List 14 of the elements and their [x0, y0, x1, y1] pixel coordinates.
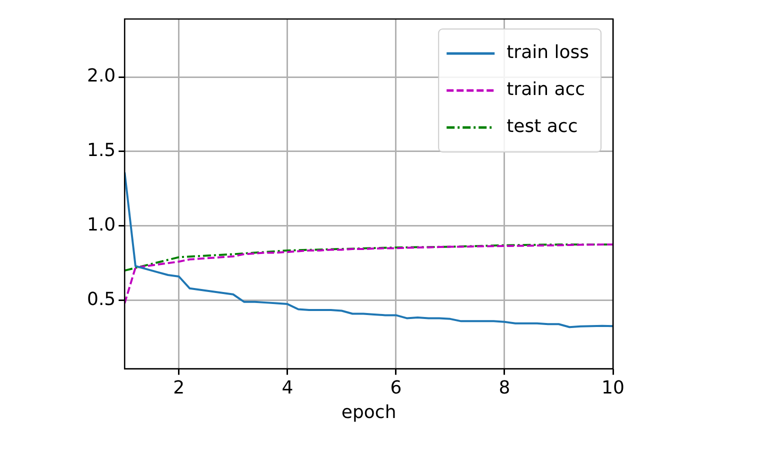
x-tick-label: 2	[173, 377, 185, 398]
y-tick-label: 0.5	[86, 289, 116, 310]
legend-label: train loss	[506, 42, 589, 64]
x-tick-label: 8	[498, 377, 510, 398]
x-axis-title: epoch	[341, 402, 396, 423]
x-tick-label: 10	[602, 377, 624, 398]
x-tick-label: 6	[390, 377, 402, 398]
legend-label: test acc	[506, 116, 578, 138]
x-tick-label: 4	[282, 377, 294, 398]
legend-label: train acc	[506, 79, 586, 100]
y-tick-label: 2.0	[86, 66, 116, 87]
line-series	[124, 244, 613, 304]
y-tick-label: 1.5	[86, 140, 116, 162]
y-tick-label: 1.0	[86, 214, 116, 236]
